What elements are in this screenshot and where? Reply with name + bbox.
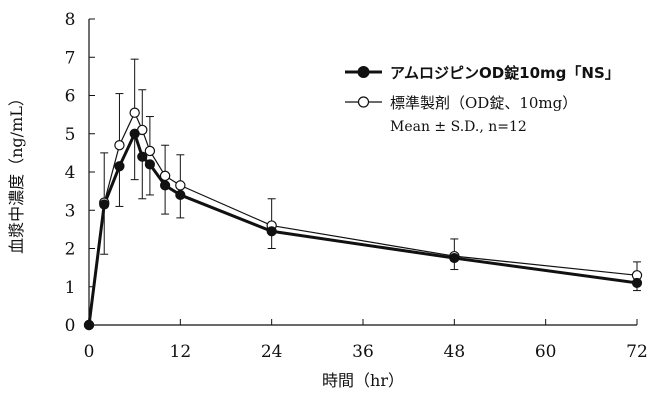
x-axis-title: 時間（hr） <box>322 371 404 390</box>
x-tick-label: 24 <box>261 342 283 362</box>
marker-reference <box>144 145 156 157</box>
series-line-reference <box>88 112 638 326</box>
y-tick-label: 2 <box>65 240 76 260</box>
y-tick-label: 3 <box>65 201 76 221</box>
y-tick-label: 1 <box>65 278 76 298</box>
y-tick-label: 0 <box>65 316 76 336</box>
y-tick-label: 5 <box>65 125 76 145</box>
marker-test <box>99 199 110 210</box>
legend-marker-reference <box>357 96 370 108</box>
series-line-test <box>87 132 638 326</box>
marker-reference <box>175 180 186 191</box>
x-tick-label: 0 <box>84 342 95 362</box>
marker-test <box>175 189 186 201</box>
legend-label-test: アムロジピンOD錠10mg「NS」 <box>390 64 620 82</box>
legend-label-reference: 標準製剤（OD錠、10mg） <box>390 94 577 112</box>
y-axis-title: 血漿中濃度（ng/mL） <box>7 90 26 254</box>
x-tick-label: 36 <box>352 342 374 362</box>
series-markers <box>83 107 643 331</box>
x-tick-label: 72 <box>626 342 648 362</box>
y-tick-label: 7 <box>65 48 76 68</box>
marker-test <box>449 252 460 264</box>
legend: アムロジピンOD錠10mg「NS」 標準製剤（OD錠、10mg） Mean ± … <box>345 64 620 135</box>
y-tick-label: 6 <box>65 87 76 107</box>
y-tick-label: 8 <box>65 10 76 30</box>
x-tick-label: 60 <box>535 342 557 362</box>
marker-test <box>266 226 277 237</box>
y-tick-label: 4 <box>65 163 76 183</box>
error-bars <box>100 58 641 292</box>
marker-test <box>129 128 140 139</box>
marker-reference <box>129 107 140 118</box>
marker-test <box>144 159 155 170</box>
legend-note: Mean ± S.D., n=12 <box>390 119 527 135</box>
x-tick-label: 12 <box>170 342 192 362</box>
series-lines <box>87 112 638 326</box>
marker-test <box>160 180 171 191</box>
marker-reference <box>159 170 171 182</box>
x-tick-label: 48 <box>444 342 466 362</box>
marker-test <box>137 151 148 162</box>
marker-test <box>114 161 125 172</box>
marker-reference <box>114 140 125 151</box>
marker-test <box>631 277 643 289</box>
legend-marker-test <box>357 66 370 78</box>
marker-test <box>83 319 95 331</box>
